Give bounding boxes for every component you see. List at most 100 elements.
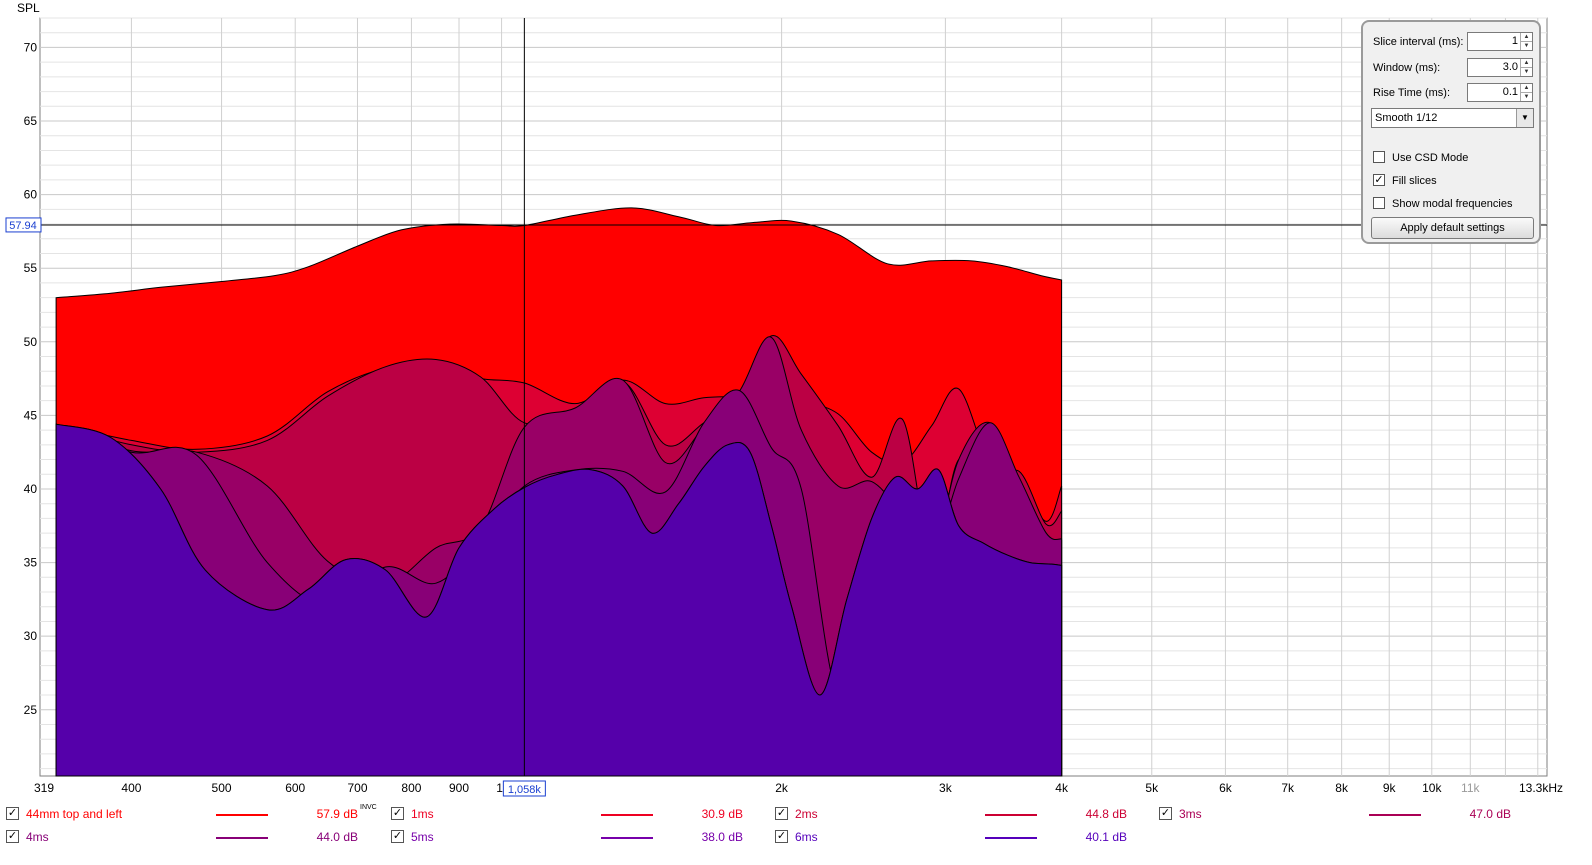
use-csd-label: Use CSD Mode [1392, 152, 1469, 164]
spl-chart[interactable]: 70 65 60 55 50 45 40 35 30 25 SPL 319 400 500 600 700 80… [0, 0, 1592, 800]
legend-line-swatch [985, 814, 1037, 816]
fill-slices-label: Fill slices [1392, 175, 1437, 187]
legend-checkbox[interactable]: ✓ [6, 807, 19, 820]
legend-line-swatch [216, 837, 268, 839]
legend-item: ✓ 5ms 38.0 dB [391, 830, 771, 846]
y-tick-label: 30 [24, 629, 38, 643]
legend-line-swatch [216, 814, 268, 816]
y-axis-label: SPL [17, 1, 40, 15]
legend-series-name: 1ms [411, 807, 434, 821]
cursor-y-readout: 57.94 [9, 220, 37, 232]
y-tick-label: 65 [24, 114, 38, 128]
spin-down-icon[interactable]: ▼ [1521, 92, 1532, 101]
x-tick-label: 10k [1422, 781, 1442, 795]
smoothing-select[interactable]: Smooth 1/12 ▼ [1371, 108, 1534, 128]
x-tick-label: 900 [449, 781, 469, 795]
spin-up-icon[interactable]: ▲ [1523, 60, 1530, 66]
x-tick-label: 9k [1383, 781, 1397, 795]
slice-interval-spinner[interactable]: 1 ▲ ▼ [1467, 32, 1533, 51]
legend-item: ✓ 1ms 30.9 dB [391, 807, 771, 823]
spin-up-icon[interactable]: ▲ [1523, 34, 1530, 40]
slice-interval-label: Slice interval (ms): [1373, 36, 1464, 48]
y-tick-label: 45 [24, 408, 38, 422]
window-value[interactable]: 3.0 [1502, 61, 1518, 73]
legend-value: 30.9 dB [701, 807, 743, 821]
spin-up-icon[interactable]: ▲ [1523, 85, 1530, 91]
legend-item: ✓ 2ms 44.8 dB [775, 807, 1155, 823]
modal-frequencies-checkbox[interactable] [1373, 197, 1385, 209]
window-spinner[interactable]: 3.0 ▲ ▼ [1467, 58, 1533, 77]
y-tick-label: 50 [24, 335, 38, 349]
chart-axes: 70 65 60 55 50 45 40 35 30 25 SPL 319 400 500 600 700 80… [17, 1, 1563, 795]
x-tick-label: 4k [1055, 781, 1069, 795]
legend-series-name: 44mm top and left [26, 807, 123, 821]
y-tick-label: 35 [24, 556, 38, 570]
series-legend: ✓ 44mm top and left 57.9 dB INVC ✓ 1ms 30.9 dB… [0, 800, 1592, 865]
legend-value: 57.9 dB [316, 807, 358, 821]
window-label: Window (ms): [1373, 62, 1441, 74]
legend-item: ✓ 4ms 44.0 dB [6, 830, 386, 846]
x-tick-label: 800 [401, 781, 421, 795]
legend-value: 47.0 dB [1469, 807, 1511, 821]
legend-checkbox[interactable]: ✓ [1159, 807, 1172, 820]
y-tick-label: 55 [24, 261, 38, 275]
legend-value: 44.8 dB [1085, 807, 1127, 821]
legend-series-name: 3ms [1179, 807, 1202, 821]
x-tick-label: 5k [1145, 781, 1159, 795]
fill-slices-checkbox[interactable]: ✓ [1373, 174, 1385, 186]
modal-frequencies-label: Show modal frequencies [1392, 198, 1513, 210]
x-tick-label: 319 [34, 781, 54, 795]
legend-line-swatch [1369, 814, 1421, 816]
legend-checkbox[interactable]: ✓ [775, 807, 788, 820]
cursor-x-readout-box [502, 780, 546, 797]
spin-down-icon[interactable]: ▼ [1521, 67, 1532, 76]
slice-settings-panel: Slice interval (ms): 1 ▲ ▼ Window (ms): 3… [1361, 20, 1541, 244]
legend-line-swatch [601, 814, 653, 816]
x-tick-label: 1 [496, 781, 503, 795]
chart-cursor: 57.94 1,058k [5, 18, 1547, 797]
x-tick-label: 400 [121, 781, 141, 795]
legend-line-swatch [985, 837, 1037, 839]
x-tick-label: 600 [285, 781, 305, 795]
legend-line-swatch [601, 837, 653, 839]
rise-time-label: Rise Time (ms): [1373, 87, 1450, 99]
x-tick-label: 3k [939, 781, 953, 795]
y-tick-label: 25 [24, 703, 38, 717]
smoothing-value: Smooth 1/12 [1375, 112, 1438, 124]
series-area-6ms [55, 423, 1063, 777]
legend-value: 38.0 dB [701, 830, 743, 844]
legend-checkbox[interactable]: ✓ [775, 830, 788, 843]
legend-value: 40.1 dB [1085, 830, 1127, 844]
x-tick-label: 2k [775, 781, 789, 795]
x-tick-label: 13.3kHz [1519, 781, 1563, 795]
legend-series-name: 2ms [795, 807, 818, 821]
rise-time-spinner[interactable]: 0.1 ▲ ▼ [1467, 83, 1533, 102]
cursor-x-readout: 1,058k [508, 784, 542, 796]
y-tick-label: 40 [24, 482, 38, 496]
use-csd-checkbox[interactable] [1373, 151, 1385, 163]
legend-series-name: 4ms [26, 830, 49, 844]
cursor-y-readout-box [5, 217, 42, 233]
legend-series-name: 6ms [795, 830, 818, 844]
spin-down-icon[interactable]: ▼ [1521, 41, 1532, 50]
x-tick-label: 8k [1335, 781, 1349, 795]
chevron-down-icon[interactable]: ▼ [1516, 109, 1533, 127]
x-tick-label: 11k [1461, 781, 1480, 795]
rise-time-value[interactable]: 0.1 [1502, 86, 1518, 98]
legend-checkbox[interactable]: ✓ [6, 830, 19, 843]
legend-item: ✓ 3ms 47.0 dB [1159, 807, 1539, 823]
legend-value-suffix: INVC [360, 804, 377, 811]
y-tick-label: 70 [24, 40, 38, 54]
legend-value: 44.0 dB [316, 830, 358, 844]
slice-interval-value[interactable]: 1 [1511, 35, 1518, 47]
x-tick-label: 7k [1281, 781, 1295, 795]
legend-checkbox[interactable]: ✓ [391, 830, 404, 843]
legend-series-name: 5ms [411, 830, 434, 844]
y-tick-label: 60 [24, 188, 38, 202]
chart-series [55, 207, 1063, 777]
apply-default-settings-button[interactable]: Apply default settings [1371, 217, 1534, 239]
x-tick-label: 700 [347, 781, 367, 795]
legend-checkbox[interactable]: ✓ [391, 807, 404, 820]
legend-item: ✓ 44mm top and left 57.9 dB INVC [6, 804, 386, 823]
legend-item: ✓ 6ms 40.1 dB [775, 830, 1155, 846]
